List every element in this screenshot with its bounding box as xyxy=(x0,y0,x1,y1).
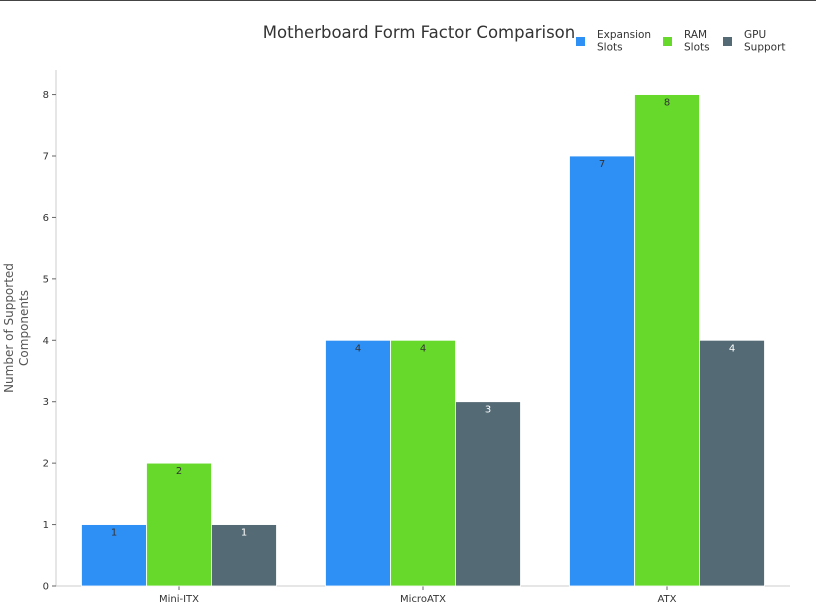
y-tick-label: 3 xyxy=(43,397,49,408)
bar xyxy=(325,339,391,587)
y-axis-label-line-2: Components xyxy=(17,290,31,366)
bar-value-label: 7 xyxy=(599,159,605,170)
bar-value-label: 8 xyxy=(664,98,670,109)
legend-swatch xyxy=(723,37,732,46)
legend-label: Expansion xyxy=(597,29,651,41)
top-border xyxy=(0,0,816,1)
bar xyxy=(390,339,456,587)
legend-label: GPU xyxy=(744,29,766,41)
bar xyxy=(634,94,700,587)
bar xyxy=(569,155,635,587)
bar-value-label: 4 xyxy=(420,343,426,354)
y-tick-label: 8 xyxy=(43,90,49,101)
bars: 1 2 1 4 4 3 7 8 4 xyxy=(81,94,765,587)
bar xyxy=(699,339,765,587)
bar xyxy=(211,524,277,587)
chart-title: Motherboard Form Factor Comparison xyxy=(263,23,575,42)
y-tick-label: 5 xyxy=(43,274,49,285)
bar-value-label: 1 xyxy=(111,528,117,539)
legend-label: RAM xyxy=(684,29,707,41)
y-tick-label: 7 xyxy=(43,152,49,163)
legend-label: Support xyxy=(744,42,786,54)
bar-value-label: 4 xyxy=(355,343,361,354)
legend-swatch xyxy=(663,37,672,46)
bar-value-label: 3 xyxy=(485,405,491,416)
bar xyxy=(146,462,212,587)
bar xyxy=(455,401,521,587)
x-tick-label: ATX xyxy=(657,594,676,605)
y-tick-label: 2 xyxy=(43,459,49,470)
legend-label: Slots xyxy=(597,42,623,54)
y-axis-label-line-1: Number of Supported xyxy=(2,263,16,393)
y-tick-label: 1 xyxy=(43,520,49,531)
x-tick-label: MicroATX xyxy=(400,594,446,605)
bar-value-label: 1 xyxy=(241,528,247,539)
bar-value-label: 4 xyxy=(729,343,735,354)
x-tick-label: Mini-ITX xyxy=(159,594,199,605)
legend-label: Slots xyxy=(684,42,710,54)
y-tick-label: 4 xyxy=(43,336,49,347)
y-axis-label: Number of Supported Components xyxy=(2,263,31,393)
y-tick-label: 0 xyxy=(43,582,49,593)
y-tick-label: 6 xyxy=(43,213,49,224)
legend-swatch xyxy=(576,37,585,46)
bar-value-label: 2 xyxy=(176,466,182,477)
